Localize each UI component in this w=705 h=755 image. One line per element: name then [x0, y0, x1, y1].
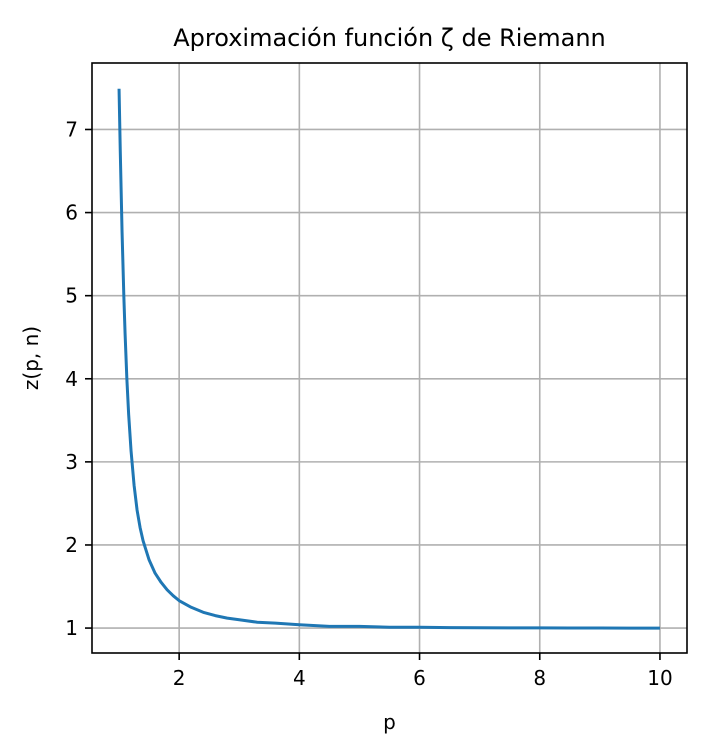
x-tick-label: 10: [647, 666, 672, 690]
x-tick-label: 4: [293, 666, 306, 690]
y-tick-label: 2: [65, 533, 78, 557]
y-tick-label: 5: [65, 284, 78, 308]
y-axis-label: z(p, n): [19, 326, 43, 390]
x-tick-label: 6: [413, 666, 426, 690]
y-tick-label: 1: [65, 616, 78, 640]
y-tick-label: 4: [65, 367, 78, 391]
grid: [92, 63, 687, 653]
plot-frame: [91, 62, 688, 654]
y-tick-label: 6: [65, 201, 78, 225]
series-layer: [117, 88, 660, 630]
y-tick-label: 3: [65, 450, 78, 474]
x-tick-label: 8: [533, 666, 546, 690]
x-axis-label: p: [383, 710, 396, 734]
chart-title: Aproximación función ζ de Riemann: [173, 24, 605, 52]
y-tick-label: 7: [65, 117, 78, 141]
x-tick-label: 2: [173, 666, 186, 690]
series-line: [117, 88, 660, 630]
